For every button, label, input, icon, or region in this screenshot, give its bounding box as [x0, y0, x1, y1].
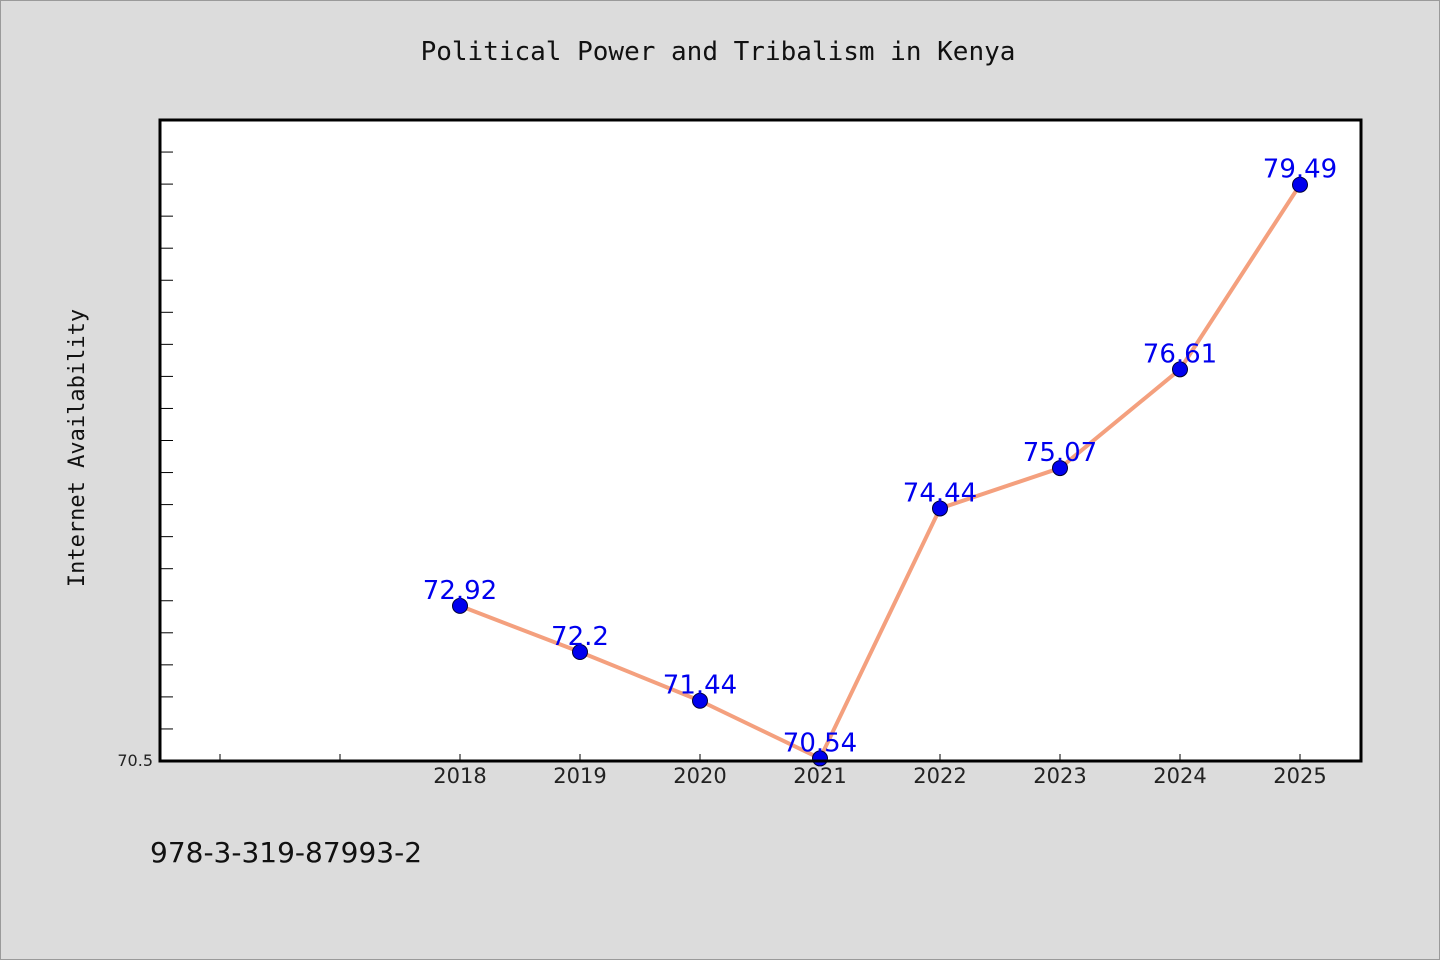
footer-code: 978-3-319-87993-2 — [150, 836, 422, 869]
data-label: 79.49 — [1263, 155, 1337, 185]
data-point — [932, 500, 948, 517]
data-label: 70.54 — [783, 728, 857, 758]
x-tick-label: 2024 — [1153, 764, 1206, 788]
plot-area — [160, 120, 1361, 761]
x-tick-label: 2022 — [913, 764, 966, 788]
chart-title: Political Power and Tribalism in Kenya — [421, 37, 1016, 67]
series-markers — [452, 176, 1308, 767]
data-label: 75.07 — [1023, 438, 1097, 468]
data-point — [572, 644, 588, 661]
x-tick-label: 2020 — [673, 764, 726, 788]
plot-border — [158, 118, 1363, 763]
data-point — [1052, 460, 1068, 477]
x-tick-label: 2018 — [433, 764, 486, 788]
data-labels: 72.92 72.2 71.44 70.54 74.44 75.07 76.61 79.49 — [423, 155, 1337, 759]
y-axis-ticks — [160, 119, 173, 762]
series-line — [459, 183, 1302, 761]
data-label: 71.44 — [663, 671, 737, 701]
x-tick-label: 2019 — [553, 764, 606, 788]
data-label: 72.2 — [551, 622, 609, 652]
data-point — [692, 692, 708, 709]
y-tick-label: 70.5 — [117, 751, 153, 770]
data-point — [452, 597, 468, 614]
data-label: 74.44 — [903, 478, 977, 508]
data-point — [1172, 361, 1188, 378]
x-tick-label: 2021 — [793, 764, 846, 788]
data-label: 72.92 — [423, 576, 497, 606]
x-axis-ticks: 2018 2019 2020 2021 2022 2023 2024 2025 — [219, 754, 1327, 788]
x-tick-label: 2025 — [1273, 764, 1326, 788]
data-label: 76.61 — [1143, 339, 1217, 369]
data-point — [1292, 176, 1308, 193]
x-tick-label: 2023 — [1033, 764, 1086, 788]
y-axis-label: Internet Availability — [65, 309, 90, 587]
